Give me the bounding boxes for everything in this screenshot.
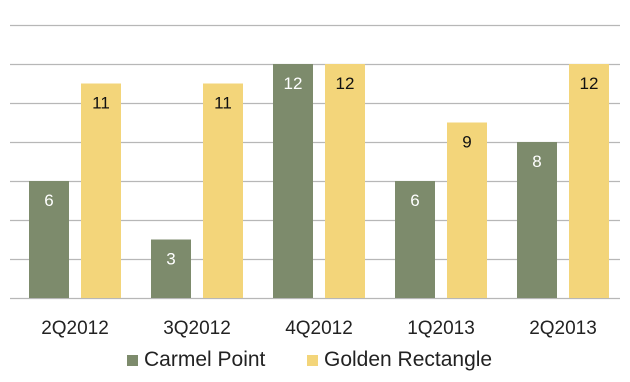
legend-item-carmel-point: Carmel Point bbox=[127, 348, 265, 372]
data-label-carmel-point-4q2012: 12 bbox=[284, 74, 303, 93]
legend-swatch-carmel-point bbox=[127, 354, 138, 366]
legend-label-carmel-point: Carmel Point bbox=[144, 348, 266, 371]
x-tick-labels: 2Q2012 3Q2012 4Q2012 1Q2013 2Q2013 bbox=[41, 318, 597, 339]
bar-carmel-point-2q2012 bbox=[29, 181, 69, 298]
bar-carmel-point-2q2013 bbox=[517, 142, 557, 298]
data-labels-group: 6 11 3 11 12 12 6 9 8 12 bbox=[44, 74, 598, 269]
data-label-golden-rectangle-2q2013: 12 bbox=[580, 74, 599, 93]
legend-label-golden-rectangle: Golden Rectangle bbox=[324, 348, 493, 371]
x-tick-label-1q2013: 1Q2013 bbox=[407, 318, 475, 339]
x-tick-label-3q2012: 3Q2012 bbox=[163, 318, 231, 339]
x-tick-label-4q2012: 4Q2012 bbox=[285, 318, 353, 339]
bar-golden-rectangle-4q2012 bbox=[325, 64, 365, 298]
data-label-golden-rectangle-2q2012: 11 bbox=[92, 94, 110, 113]
data-label-golden-rectangle-4q2012: 12 bbox=[336, 74, 355, 93]
data-label-golden-rectangle-3q2012: 11 bbox=[214, 94, 232, 113]
bar-golden-rectangle-2q2012 bbox=[81, 83, 121, 298]
data-label-carmel-point-2q2013: 8 bbox=[532, 152, 541, 171]
x-tick-label-2q2013: 2Q2013 bbox=[529, 318, 597, 339]
bar-carmel-point-1q2013 bbox=[395, 181, 435, 298]
data-label-carmel-point-2q2012: 6 bbox=[44, 191, 53, 210]
bar-golden-rectangle-2q2013 bbox=[569, 64, 609, 298]
data-label-carmel-point-1q2013: 6 bbox=[410, 191, 419, 210]
bar-carmel-point-4q2012 bbox=[273, 64, 313, 298]
bar-carmel-point-3q2012 bbox=[151, 239, 191, 298]
x-tick-label-2q2012: 2Q2012 bbox=[41, 318, 109, 339]
bar-golden-rectangle-1q2013 bbox=[447, 122, 487, 298]
data-label-golden-rectangle-1q2013: 9 bbox=[462, 133, 471, 152]
legend-swatch-golden-rectangle bbox=[307, 354, 318, 366]
bar-chart: 6 11 3 11 12 12 6 9 8 12 2Q2012 3Q2012 4Q2012 1Q2013… bbox=[10, 24, 620, 339]
data-label-carmel-point-3q2012: 3 bbox=[166, 250, 175, 269]
legend: Carmel Point Golden Rectangle bbox=[0, 348, 630, 378]
bar-golden-rectangle-3q2012 bbox=[203, 83, 243, 298]
bars-group bbox=[29, 64, 609, 298]
legend-item-golden-rectangle: Golden Rectangle bbox=[307, 348, 492, 372]
